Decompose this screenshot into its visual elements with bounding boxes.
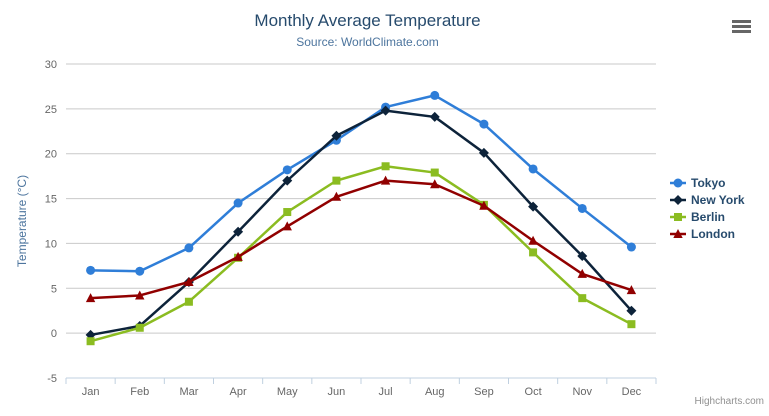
data-point-berlin[interactable] <box>578 294 587 303</box>
legend: Tokyo New York Berlin London <box>670 176 745 241</box>
x-axis-tick-label: Nov <box>572 386 592 398</box>
data-point-new-york[interactable] <box>577 250 588 261</box>
data-point-tokyo[interactable] <box>626 242 636 252</box>
legend-marker-shape <box>673 178 683 188</box>
data-point-london[interactable] <box>135 290 145 300</box>
data-point-berlin[interactable] <box>86 337 95 346</box>
data-point-london[interactable] <box>528 235 538 245</box>
data-point-tokyo[interactable] <box>528 164 538 174</box>
data-point-london[interactable] <box>85 293 96 303</box>
x-axis-tick-label: Jun <box>328 386 346 398</box>
legend-item-tokyo[interactable]: Tokyo <box>670 176 745 190</box>
legend-label: Berlin <box>691 210 726 224</box>
data-point-london[interactable] <box>282 221 292 231</box>
series-line-new-york <box>89 109 633 337</box>
y-axis-tick-label: 15 <box>45 194 57 206</box>
data-point-london[interactable] <box>331 191 342 201</box>
legend-item-new-york[interactable]: New York <box>670 193 745 207</box>
y-axis-title: Temperature (°C) <box>15 175 29 267</box>
chart-title: Monthly Average Temperature <box>254 11 481 30</box>
data-point-new-york[interactable] <box>380 105 391 116</box>
data-point-berlin[interactable] <box>381 162 390 171</box>
data-point-tokyo[interactable] <box>282 165 292 175</box>
x-axis-tick-label: Apr <box>230 386 247 398</box>
x-axis-tick-label: Jan <box>82 386 100 398</box>
legend-marker-shape <box>673 229 683 238</box>
y-axis-tick-label: 25 <box>45 104 57 116</box>
y-axis-tick-label: 20 <box>45 149 57 161</box>
legend-label: Tokyo <box>691 176 726 190</box>
credits-link[interactable]: Highcharts.com <box>694 396 764 407</box>
x-axis-tick-label: Dec <box>622 386 642 398</box>
legend-label: London <box>691 227 735 241</box>
legend-item-berlin[interactable]: Berlin <box>670 210 745 224</box>
data-point-london[interactable] <box>626 285 637 295</box>
data-point-new-york[interactable] <box>528 201 539 212</box>
y-axis-tick-label: 10 <box>45 238 57 250</box>
data-point-new-york[interactable] <box>478 147 489 158</box>
legend-item-london[interactable]: London <box>670 227 745 241</box>
data-point-new-york[interactable] <box>429 111 440 122</box>
data-point-berlin[interactable] <box>184 297 193 306</box>
y-axis-tick-label: 5 <box>51 283 57 295</box>
data-point-berlin[interactable] <box>283 208 292 217</box>
x-axis-tick-label: Aug <box>425 386 445 398</box>
export-menu-button[interactable] <box>730 18 754 36</box>
legend-label: New York <box>691 193 745 207</box>
data-point-new-york[interactable] <box>331 130 342 141</box>
data-point-berlin[interactable] <box>627 320 636 329</box>
x-axis-tick-label: Mar <box>179 386 198 398</box>
chart-subtitle: Source: WorldClimate.com <box>296 35 439 49</box>
data-point-tokyo[interactable] <box>86 265 96 275</box>
legend-marker-shape <box>673 195 683 205</box>
data-point-tokyo[interactable] <box>233 198 243 208</box>
data-point-tokyo[interactable] <box>577 203 587 213</box>
series-line-berlin <box>89 165 633 343</box>
data-point-new-york[interactable] <box>282 175 293 186</box>
data-point-new-york[interactable] <box>626 305 637 316</box>
data-point-london[interactable] <box>184 277 194 287</box>
data-point-london[interactable] <box>577 268 587 278</box>
data-point-berlin[interactable] <box>135 323 144 332</box>
data-point-tokyo[interactable] <box>430 90 440 100</box>
x-axis-tick-label: Feb <box>130 386 149 398</box>
legend-diamond-marker-icon <box>670 195 686 205</box>
series-line-london <box>89 179 633 300</box>
y-axis-tick-label: 0 <box>51 328 57 340</box>
data-point-london[interactable] <box>233 251 243 261</box>
data-point-tokyo[interactable] <box>479 119 489 129</box>
legend-circle-marker-icon <box>670 178 686 188</box>
data-point-new-york[interactable] <box>233 226 244 237</box>
data-point-tokyo[interactable] <box>184 243 194 253</box>
hamburger-icon <box>732 20 752 33</box>
data-point-london[interactable] <box>430 179 440 189</box>
x-axis-tick-label: Jul <box>379 386 393 398</box>
y-axis-tick-label: -5 <box>47 373 57 385</box>
y-axis-tick-label: 30 <box>45 59 57 71</box>
x-axis-tick-label: Sep <box>474 386 494 398</box>
data-point-tokyo[interactable] <box>135 266 145 276</box>
series-line-tokyo <box>89 94 633 273</box>
x-axis-tick-label: May <box>277 386 298 398</box>
data-point-berlin[interactable] <box>529 248 538 257</box>
data-point-berlin[interactable] <box>430 168 439 177</box>
data-point-london[interactable] <box>479 200 489 210</box>
data-point-berlin[interactable] <box>332 176 341 185</box>
legend-marker-shape <box>674 213 682 221</box>
legend-triangle-marker-icon <box>670 229 686 238</box>
x-axis-tick-label: Oct <box>525 386 542 398</box>
data-point-london[interactable] <box>380 175 391 185</box>
legend-square-marker-icon <box>670 213 686 221</box>
